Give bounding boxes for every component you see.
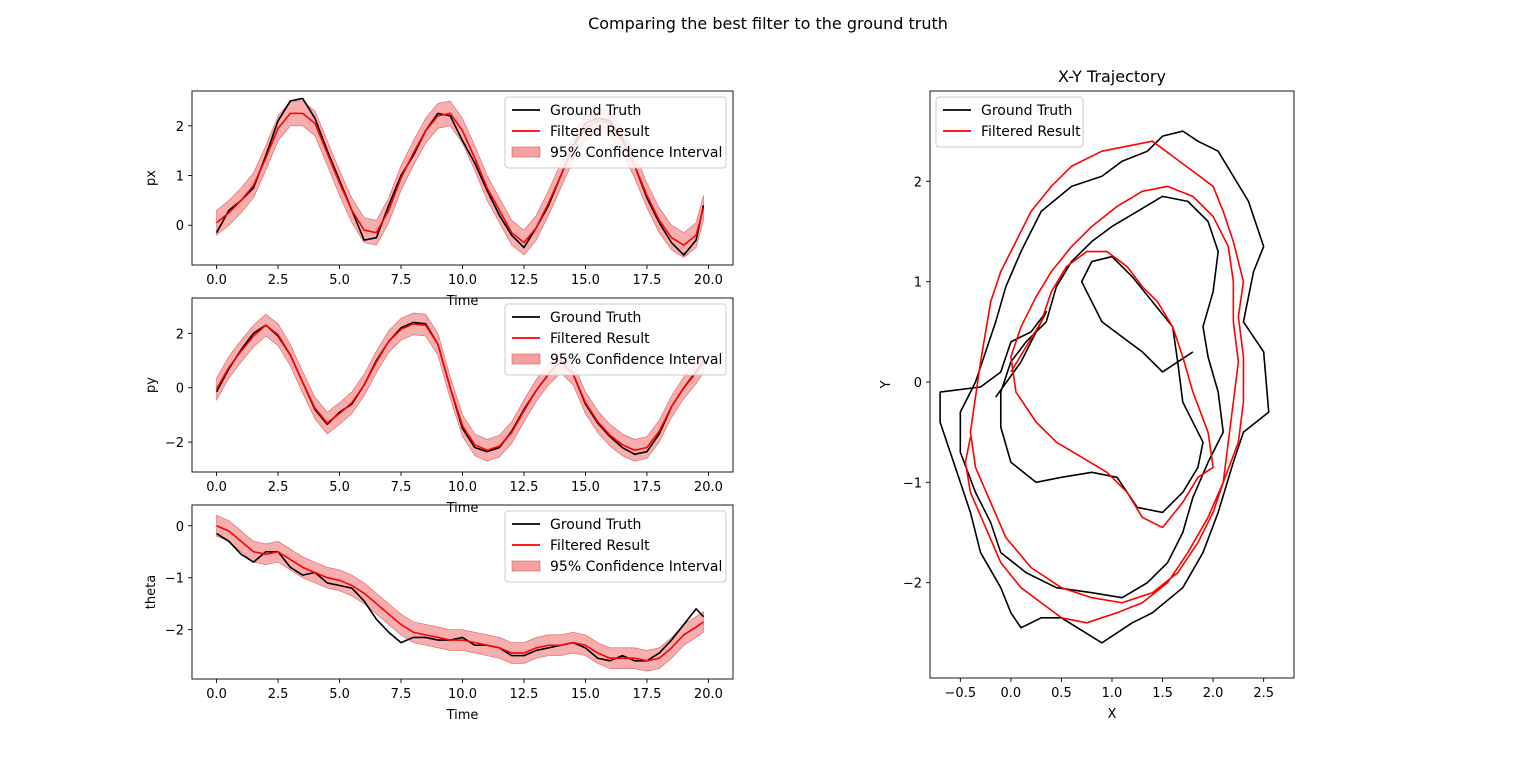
y-tick-label-xy: 1 [914,276,922,291]
x-tick-label-py: 20.0 [694,480,723,495]
y-tick-label-px: 0 [176,219,184,234]
x-tick-label-xy: 1.5 [1152,686,1173,701]
legend-py: Ground Truth Filtered Result 95% Confidenc… [504,303,727,376]
y-tick-label-py: 2 [176,327,184,342]
y-tick-label-py: 0 [176,382,184,397]
legend-theta: Ground Truth Filtered Result 95% Confidenc… [504,510,727,583]
x-tick-label-xy: 0.0 [1001,686,1022,701]
legend-label-confidence-interval: 95% Confidence Interval [550,559,722,575]
chart-title-xy: X-Y Trajectory [1058,67,1166,86]
y-tick-label-theta: −2 [165,624,184,639]
chart-py: 0.0 2.5 5.0 7.5 10.0 12.5 15.0 17.5 20.0 −2 0 2 Time… [144,297,734,516]
chart-theta: 0.0 2.5 5.0 7.5 10.0 12.5 15.0 17.5 20.0 −2 −1 0 Tim… [144,504,734,723]
x-tick-label-px: 5.0 [329,273,350,288]
legend-label-ground-truth: Ground Truth [550,103,641,119]
figure-suptitle: Comparing the best filter to the ground … [588,14,948,33]
y-tick-label-xy: 2 [914,175,922,190]
x-tick-label-xy: 1.0 [1102,686,1123,701]
x-tick-label-theta: 10.0 [448,687,477,702]
x-tick-label-py: 17.5 [632,480,661,495]
y-axis-label-px: px [144,170,159,186]
legend-swatch-confidence-interval [511,560,541,572]
chart-xy: −0.5 0.0 0.5 1.0 1.5 2.0 2.5 −2 −1 0 1 2 X Y X-Y Traje… [879,67,1295,722]
legend-label-filtered-result: Filtered Result [550,124,650,140]
x-tick-label-px: 17.5 [632,273,661,288]
chart-px: 0.0 2.5 5.0 7.5 10.0 12.5 15.0 17.5 20.0 0 1 2 Time p… [144,90,734,309]
x-axis-label-xy: X [1108,707,1117,722]
plot-area-theta [216,514,705,672]
x-tick-label-theta: 15.0 [571,687,600,702]
y-tick-label-theta: −1 [165,572,184,587]
legend-label-ground-truth: Ground Truth [550,517,641,533]
legend-label-filtered-result: Filtered Result [550,538,650,554]
x-tick-label-py: 0.0 [206,480,227,495]
x-tick-label-py: 10.0 [448,480,477,495]
x-tick-label-theta: 2.5 [268,687,289,702]
y-tick-label-xy: 0 [914,376,922,391]
x-tick-label-theta: 7.5 [391,687,412,702]
y-axis-label-theta: theta [144,575,159,609]
legend-label-ground-truth: Ground Truth [550,310,641,326]
legend-label-confidence-interval: 95% Confidence Interval [550,352,722,368]
x-tick-label-xy: −0.5 [945,686,977,701]
plot-area-xy [939,130,1270,644]
y-axis-label-py: py [144,377,159,393]
x-axis-label-py: Time [446,501,479,516]
x-tick-label-px: 15.0 [571,273,600,288]
legend-box [935,96,1084,148]
legend-label-confidence-interval: 95% Confidence Interval [550,145,722,161]
legend-label-filtered-result: Filtered Result [550,331,650,347]
x-tick-label-theta: 0.0 [206,687,227,702]
x-tick-label-theta: 5.0 [329,687,350,702]
legend-swatch-confidence-interval [511,146,541,158]
x-tick-label-py: 5.0 [329,480,350,495]
truth-line-xy [939,130,1270,644]
x-tick-label-py: 15.0 [571,480,600,495]
x-tick-label-px: 10.0 [448,273,477,288]
legend-px: Ground Truth Filtered Result 95% Confidenc… [504,96,727,169]
x-tick-label-xy: 0.5 [1051,686,1072,701]
legend-label-filtered-result: Filtered Result [981,124,1081,140]
filtered-line-xy [964,140,1245,624]
x-tick-label-xy: 2.0 [1203,686,1224,701]
x-tick-label-px: 2.5 [268,273,289,288]
legend-box [504,510,727,583]
y-tick-label-px: 1 [176,170,184,185]
x-tick-label-px: 0.0 [206,273,227,288]
legend-label-ground-truth: Ground Truth [981,103,1072,119]
legend-box [504,96,727,169]
x-tick-label-py: 12.5 [510,480,539,495]
legend-xy: Ground Truth Filtered Result [935,96,1084,148]
y-tick-label-xy: −1 [903,476,922,491]
legend-box [504,303,727,376]
y-tick-label-py: −2 [165,436,184,451]
legend-swatch-confidence-interval [511,353,541,365]
x-tick-label-py: 7.5 [391,480,412,495]
filtered-line-py [215,323,705,452]
truth-line-theta [216,532,705,662]
x-axis-label-theta: Time [446,708,479,723]
x-tick-label-py: 2.5 [268,480,289,495]
x-tick-label-px: 12.5 [510,273,539,288]
y-axis-label-xy: Y [879,380,894,389]
x-tick-label-theta: 17.5 [632,687,661,702]
y-tick-label-xy: −2 [903,577,922,592]
x-tick-label-px: 20.0 [694,273,723,288]
x-tick-label-xy: 2.5 [1253,686,1274,701]
x-tick-label-theta: 20.0 [694,687,723,702]
filtered-line-theta [216,525,704,662]
x-axis-label-px: Time [446,294,479,309]
x-tick-label-theta: 12.5 [510,687,539,702]
y-tick-label-px: 2 [176,120,184,135]
x-tick-label-px: 7.5 [391,273,412,288]
y-tick-label-theta: 0 [176,520,184,535]
